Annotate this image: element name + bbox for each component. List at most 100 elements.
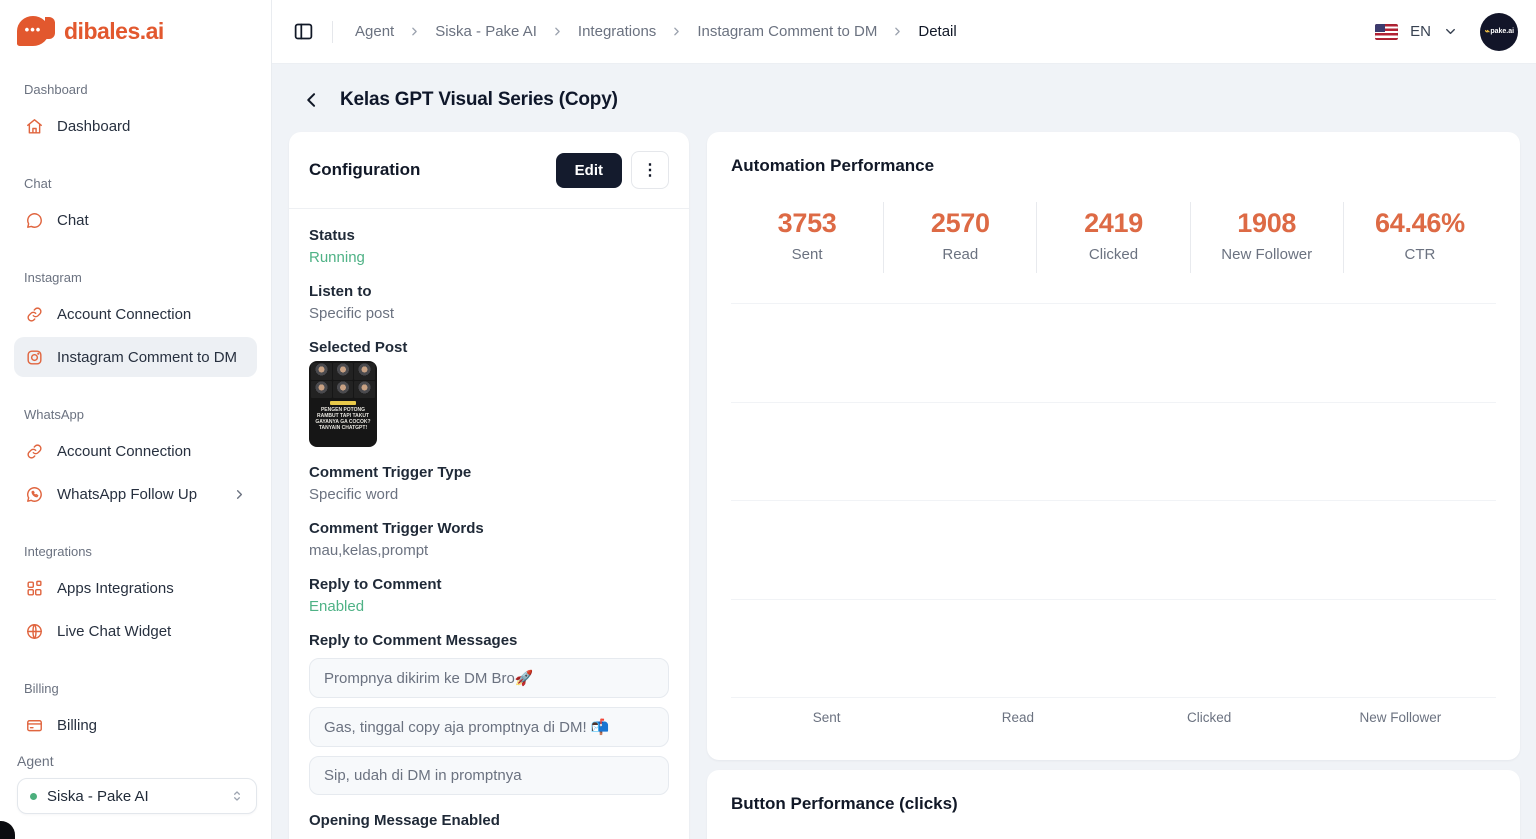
breadcrumb: Agent Siska - Pake AI Integrations Instagra… bbox=[355, 23, 957, 40]
brand-name: dibales.ai bbox=[64, 17, 164, 44]
stat-value: 2570 bbox=[930, 208, 990, 238]
avatar[interactable]: ⌁ pake.ai bbox=[1480, 12, 1518, 51]
page-title: Kelas GPT Visual Series (Copy) bbox=[340, 89, 618, 110]
chart-gridline bbox=[731, 303, 1496, 304]
sidebar-item-label: Account Connection bbox=[57, 442, 192, 460]
automation-performance-title: Automation Performance bbox=[731, 156, 935, 175]
header-right: EN ⌁ pake.ai bbox=[1375, 12, 1518, 51]
post-badge bbox=[330, 401, 356, 405]
stat-value: 64.46% bbox=[1375, 208, 1465, 238]
stat-label: Sent bbox=[791, 246, 823, 263]
config-field: Comment Trigger Type Specific word bbox=[309, 464, 669, 503]
config-field-label: Listen to bbox=[309, 283, 372, 300]
back-icon[interactable] bbox=[302, 90, 322, 110]
breadcrumb-item[interactable]: Agent bbox=[355, 23, 395, 40]
config-field: Reply to Comment Enabled bbox=[309, 576, 669, 615]
reply-message-box: Sip, udah di DM in promptnya bbox=[309, 756, 669, 795]
stat-value: 2419 bbox=[1084, 208, 1143, 238]
sidebar-item-label: Billing bbox=[57, 716, 98, 734]
sidebar-item-billing[interactable]: Billing bbox=[14, 705, 257, 743]
sidebar-item-label: WhatsApp Follow Up bbox=[57, 485, 198, 503]
stat-value: 1908 bbox=[1237, 208, 1297, 238]
brand-logo-icon: ••• bbox=[17, 14, 55, 48]
configuration-title: Configuration bbox=[309, 160, 421, 179]
config-field: Reply to Comment Messages Prompnya dikiri… bbox=[309, 632, 669, 795]
breadcrumb-item[interactable]: Instagram Comment to DM bbox=[697, 23, 878, 40]
breadcrumb-item[interactable]: Integrations bbox=[577, 23, 657, 40]
stat-label: CTR bbox=[1404, 246, 1436, 263]
page-title-row: Kelas GPT Visual Series (Copy) bbox=[289, 84, 1520, 116]
sidebar-item-account-connection[interactable]: Account Connection bbox=[14, 294, 257, 334]
main-content: Kelas GPT Visual Series (Copy) Configura… bbox=[272, 64, 1536, 839]
chart-gridline bbox=[731, 500, 1496, 501]
sidebar-section-label: Billing bbox=[24, 681, 59, 696]
link-icon bbox=[24, 304, 44, 324]
config-field-label: Comment Trigger Type bbox=[309, 464, 472, 481]
config-field: Selected Post PENGEN POTONG RAMBUT TAPI T… bbox=[309, 339, 669, 447]
config-field-value: mau,kelas,prompt bbox=[309, 542, 429, 559]
config-field: Opening Message Enabled bbox=[309, 812, 669, 829]
language-chevron-down-icon[interactable] bbox=[1443, 24, 1458, 39]
whatsapp-icon bbox=[24, 484, 44, 504]
x-axis-label: Read bbox=[1001, 710, 1035, 725]
config-field-value: Specific word bbox=[309, 486, 399, 503]
agent-selector-box: Agent Siska - Pake AI bbox=[0, 743, 271, 839]
sidebar-section-label: Instagram bbox=[24, 270, 82, 285]
breadcrumb-item[interactable]: Siska - Pake AI bbox=[435, 23, 537, 40]
chevron-right-icon bbox=[232, 487, 247, 502]
performance-stat: 1908 New Follower bbox=[1189, 202, 1343, 273]
breadcrumb-item: Detail bbox=[918, 23, 957, 40]
performance-stat: 64.46% CTR bbox=[1342, 202, 1496, 273]
dots-vertical-icon: ⋮ bbox=[642, 162, 658, 179]
sidebar-item-whatsapp-follow-up[interactable]: WhatsApp Follow Up bbox=[14, 474, 257, 514]
reply-message-box: Gas, tinggal copy aja promptnya di DM! 📬 bbox=[309, 707, 669, 747]
sidebar-item-label: Dashboard bbox=[57, 117, 131, 135]
x-axis-label: New Follower bbox=[1359, 710, 1442, 725]
config-field: Status Running bbox=[309, 227, 669, 266]
config-field-label: Comment Trigger Words bbox=[309, 520, 484, 537]
bottom-left-overlay-corner bbox=[0, 821, 15, 839]
chevrons-updown-icon bbox=[230, 789, 244, 803]
sidebar-nav: Dashboard Dashboard Chat Chat Instagram Accou… bbox=[0, 56, 271, 743]
sidebar-toggle-icon[interactable] bbox=[293, 21, 314, 42]
performance-stats-row: 3753 Sent 2570 Read 2419 Clicked 1908 New Follo… bbox=[731, 202, 1496, 273]
language-label: EN bbox=[1410, 23, 1431, 40]
sidebar-section-label: Dashboard bbox=[24, 82, 88, 97]
sidebar-item-instagram-comment-to-dm[interactable]: Instagram Comment to DM bbox=[14, 337, 257, 377]
instagram-icon bbox=[24, 347, 44, 367]
sidebar-section-label: Chat bbox=[24, 176, 52, 191]
brand-logo[interactable]: ••• dibales.ai bbox=[0, 0, 271, 48]
sidebar-item-label: Chat bbox=[57, 211, 89, 229]
edit-button[interactable]: Edit bbox=[555, 152, 622, 188]
sidebar-item-apps-integrations[interactable]: Apps Integrations bbox=[14, 568, 257, 608]
sidebar-section-label: WhatsApp bbox=[24, 407, 84, 422]
stat-label: Read bbox=[942, 246, 979, 263]
config-field-value: Specific post bbox=[309, 305, 395, 322]
button-performance-panel: Button Performance (clicks) bbox=[707, 770, 1520, 839]
top-header: Agent Siska - Pake AI Integrations Instagra… bbox=[272, 0, 1536, 64]
post-photo-grid bbox=[309, 361, 377, 398]
performance-stat: 2570 Read bbox=[883, 202, 1036, 273]
config-field-label: Selected Post bbox=[309, 339, 408, 356]
reply-message-box: Prompnya dikirim ke DM Bro🚀 bbox=[309, 658, 669, 698]
chart-bars bbox=[731, 303, 1496, 697]
selected-post-thumbnail: PENGEN POTONG RAMBUT TAPI TAKUT GAYANYA … bbox=[309, 361, 377, 447]
sidebar-item-account-connection[interactable]: Account Connection bbox=[14, 431, 257, 471]
chat-icon bbox=[24, 210, 44, 230]
config-field-label: Reply to Comment bbox=[309, 576, 442, 593]
sidebar-section: Billing Billing bbox=[14, 681, 257, 743]
agent-status-dot bbox=[30, 792, 37, 800]
sidebar-item-chat[interactable]: Chat bbox=[14, 200, 257, 240]
performance-stat: 3753 Sent bbox=[731, 202, 883, 273]
sidebar-item-dashboard[interactable]: Dashboard bbox=[14, 106, 257, 146]
x-axis-label: Clicked bbox=[1186, 710, 1232, 725]
stat-label: Clicked bbox=[1088, 246, 1139, 263]
sidebar: ••• dibales.ai Dashboard Dashboard Chat Cha… bbox=[0, 0, 272, 839]
more-options-button[interactable]: ⋮ bbox=[631, 151, 669, 189]
config-field-value: Enabled bbox=[309, 598, 365, 615]
bar-chart bbox=[731, 303, 1496, 698]
sidebar-item-live-chat-widget[interactable]: Live Chat Widget bbox=[14, 611, 257, 651]
agent-select[interactable]: Siska - Pake AI bbox=[17, 778, 257, 814]
sidebar-item-label: Live Chat Widget bbox=[57, 622, 172, 640]
chart-gridline bbox=[731, 598, 1496, 600]
